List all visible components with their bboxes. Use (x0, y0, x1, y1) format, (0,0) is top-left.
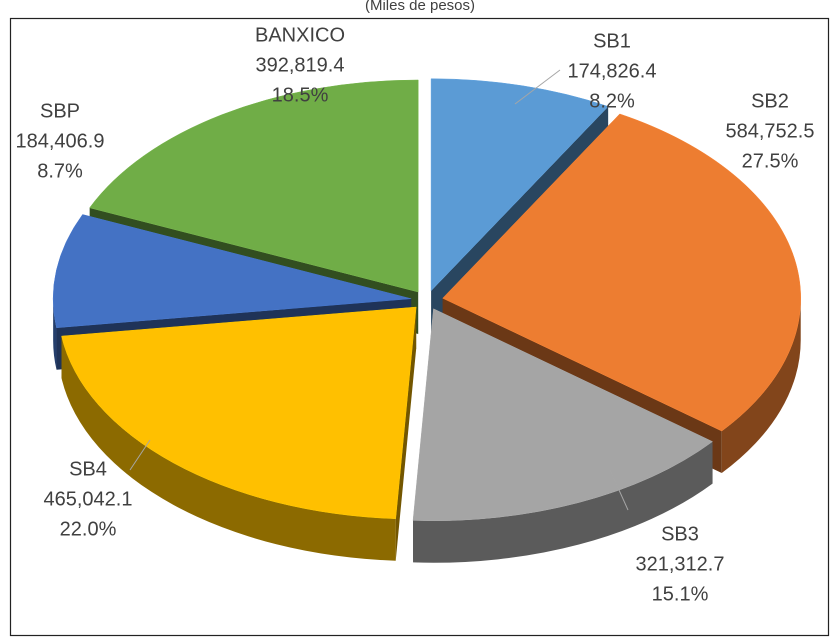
slice-wall (53, 298, 57, 370)
slice-top (412, 308, 714, 522)
data-label: BANXICO (255, 24, 345, 46)
slice-top (61, 306, 417, 519)
data-label: 392,819.4 (256, 54, 345, 76)
slice-wall (721, 298, 801, 474)
leader-line (129, 439, 151, 471)
slice-top (52, 214, 412, 329)
data-label: 15.1% (652, 583, 709, 605)
data-label: 584,752.5 (726, 120, 815, 142)
data-label: 321,312.7 (636, 553, 725, 575)
chart-border (9, 17, 830, 637)
labels: SB1 174,826.4 8.2% SB2 584,752.5 27.5% SB3 321,… (16, 24, 815, 605)
slice-wall (413, 441, 713, 563)
data-label: 18.5% (272, 84, 329, 106)
data-label: SB2 (751, 90, 789, 112)
data-label: 174,826.4 (568, 60, 657, 82)
slice (412, 308, 714, 563)
data-label: 465,042.1 (44, 488, 133, 510)
leader-line (514, 69, 561, 105)
data-label: 22.0% (60, 518, 117, 540)
pie (52, 78, 801, 563)
data-label: SB3 (661, 523, 699, 545)
data-label: SB1 (593, 30, 631, 52)
data-label: 27.5% (742, 150, 799, 172)
data-label: 8.7% (37, 160, 83, 182)
leader-line (609, 469, 629, 511)
chart-subtitle: (Miles de pesos) (365, 0, 475, 14)
data-label: SB4 (69, 458, 107, 480)
data-label: 8.2% (589, 90, 635, 112)
data-label: 184,406.9 (16, 130, 105, 152)
slice (61, 306, 417, 561)
slice-side (395, 307, 417, 561)
slice-wall (61, 336, 396, 561)
data-label: SBP (40, 100, 80, 122)
slice-top (430, 78, 609, 292)
slice-top (442, 113, 801, 432)
slice-top (89, 79, 419, 293)
